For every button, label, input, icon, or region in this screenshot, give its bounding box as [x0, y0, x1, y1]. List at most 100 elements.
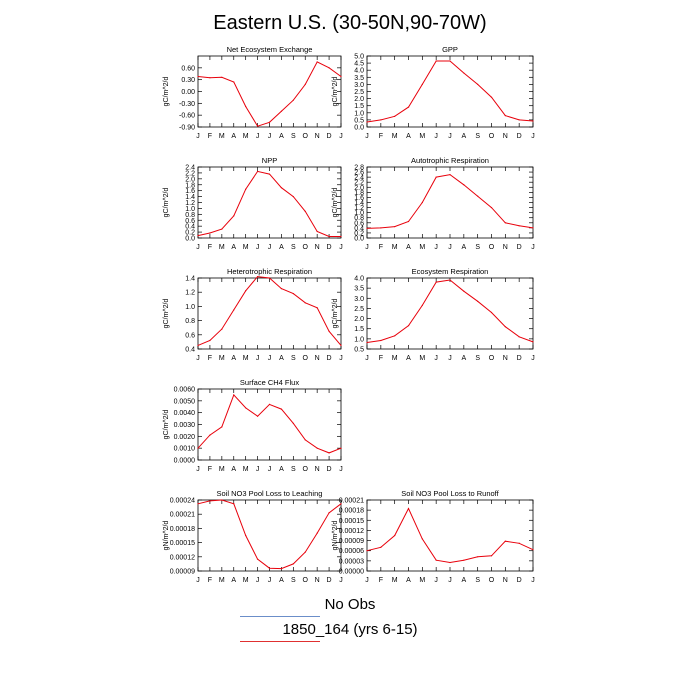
data-point [449, 279, 451, 281]
x-tick-label: J [448, 355, 452, 362]
y-tick-label: 0.00018 [170, 526, 195, 533]
panel-title: GPP [442, 45, 458, 54]
y-tick-label: 0.2 [354, 230, 364, 237]
data-point [209, 339, 211, 342]
data-point [532, 120, 534, 122]
x-tick-label: N [315, 244, 320, 251]
x-tick-label: A [461, 577, 466, 584]
x-tick-label: M [243, 466, 249, 473]
x-tick-label: J [531, 355, 535, 362]
plot-frame [197, 499, 342, 572]
data-point [421, 83, 423, 85]
data-point [380, 227, 382, 229]
data-point [518, 336, 520, 338]
y-tick-label: 4.5 [354, 61, 364, 68]
data-point [316, 447, 318, 449]
y-tick-label: 1.6 [354, 195, 364, 202]
data-point [366, 550, 368, 552]
data-point [292, 563, 294, 565]
y-axis-label: gC/m^2/d [332, 188, 339, 218]
y-tick-label: 0.0060 [174, 387, 196, 394]
data-point [490, 96, 493, 98]
data-point [328, 235, 330, 238]
y-tick-label: 4.0 [354, 68, 364, 75]
panel-title: Autotrophic Respiration [411, 156, 489, 165]
x-tick-label: D [327, 133, 332, 140]
data-point [490, 206, 493, 209]
data-point [477, 556, 479, 558]
data-point [532, 341, 534, 343]
x-tick-label: M [419, 355, 425, 362]
data-point [328, 512, 330, 514]
series-line [366, 279, 534, 343]
y-tick-label: 0.0040 [174, 410, 196, 417]
x-tick-label: J [434, 133, 438, 140]
x-tick-label: J [196, 466, 200, 473]
data-point [407, 220, 410, 223]
data-point [340, 447, 342, 449]
x-tick-label: J [448, 244, 452, 251]
data-point [280, 187, 283, 189]
x-tick-label: M [243, 244, 249, 251]
series-line [197, 61, 342, 127]
x-tick-label: J [448, 577, 452, 584]
data-point [280, 568, 283, 570]
data-point [366, 121, 368, 123]
x-tick-label: O [489, 355, 495, 362]
data-point [221, 499, 223, 501]
y-tick-label: 0.00015 [170, 540, 195, 547]
x-tick-label: A [231, 466, 236, 473]
x-tick-label: M [219, 466, 225, 473]
y-tick-label: 3.0 [354, 82, 364, 89]
y-tick-label: 0.4 [354, 225, 364, 232]
x-tick-label: O [489, 244, 495, 251]
x-tick-label: M [243, 577, 249, 584]
x-tick-label: A [231, 577, 236, 584]
y-tick-label: 1.5 [354, 326, 364, 333]
data-point [209, 77, 211, 79]
y-tick-label: 0.00006 [339, 548, 364, 555]
data-point [304, 83, 306, 85]
data-point [221, 328, 223, 330]
data-point [463, 184, 465, 186]
data-point [209, 232, 211, 234]
chart-panel-6: Surface CH4 Flux 0.0000 0.0010 0.0020 0.0030… [163, 378, 343, 473]
y-tick-label: 0.2 [185, 230, 195, 237]
x-tick-label: A [461, 355, 466, 362]
x-tick-label: M [219, 355, 225, 362]
y-tick-label: 1.2 [185, 290, 195, 297]
data-point [245, 188, 247, 190]
data-point [477, 195, 479, 197]
data-point [292, 422, 294, 424]
x-tick-label: M [243, 355, 249, 362]
x-tick-label: A [461, 244, 466, 251]
y-tick-label: 1.8 [354, 190, 364, 197]
x-tick-label: F [208, 355, 212, 362]
y-tick-label: 0.00 [181, 89, 195, 96]
data-point [268, 567, 271, 569]
x-tick-label: S [291, 133, 296, 140]
data-point [449, 561, 451, 564]
data-point [197, 503, 199, 505]
x-tick-label: M [419, 244, 425, 251]
plot-frame [366, 277, 534, 350]
data-point [394, 225, 396, 228]
data-point [221, 426, 223, 428]
x-tick-label: N [315, 355, 320, 362]
panel-title: Soil NO3 Pool Loss to Leaching [217, 489, 323, 498]
series-line [197, 499, 342, 570]
data-point [435, 281, 437, 283]
plot-frame [197, 55, 342, 128]
data-point [328, 67, 330, 69]
y-tick-label: 0.0010 [174, 446, 196, 453]
data-point [197, 344, 199, 347]
x-tick-label: D [517, 355, 522, 362]
x-tick-label: O [303, 577, 309, 584]
data-point [245, 407, 247, 409]
x-tick-label: S [291, 355, 296, 362]
x-tick-label: J [256, 133, 260, 140]
data-point [366, 341, 368, 344]
data-point [209, 434, 211, 436]
y-tick-label: 1.0 [354, 210, 364, 217]
x-tick-label: J [365, 244, 369, 251]
